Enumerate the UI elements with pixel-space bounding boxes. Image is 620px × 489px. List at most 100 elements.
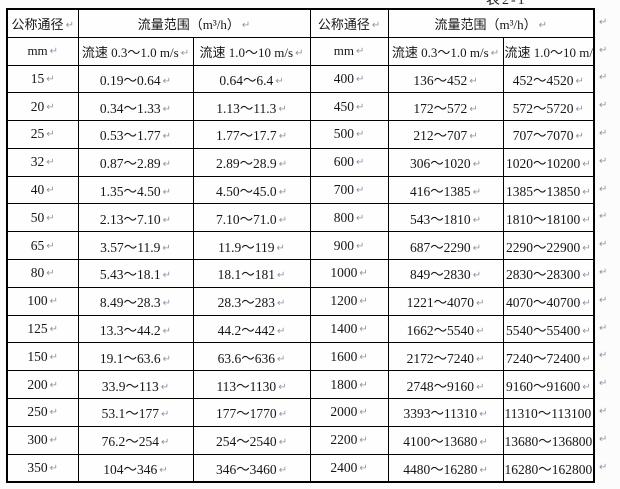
row-end-marks: ↵ ↵ ↵ ↵ ↵ ↵ ↵ ↵ ↵ ↵ ↵ ↵ ↵ ↵ ↵ ↵ ↵ [599, 8, 617, 481]
paragraph-mark-icon: ↵ [278, 464, 288, 476]
cell-value: 200 [27, 376, 48, 392]
paragraph-mark-icon: ↵ [479, 437, 488, 449]
paragraph-mark-icon: ↵ [371, 19, 381, 31]
table-cell: 306～1020 ↵ [387, 147, 504, 177]
paragraph-mark-icon: ↵ [476, 353, 485, 365]
cell-value: 254～2540 [215, 434, 277, 450]
cell-value: 4480～16280 [403, 461, 478, 477]
paragraph-mark-icon: ↵ [159, 464, 168, 476]
cell-value: 1662～5540 [406, 323, 475, 339]
paragraph-mark-icon: ↵ [277, 270, 286, 282]
cell-value: 104～346 [103, 461, 158, 477]
row-end-mark-icon: ↵ [599, 350, 608, 362]
cell-value: 63.6～636 [217, 350, 275, 366]
paragraph-mark-icon: ↵ [277, 353, 286, 365]
cell-value: 100 [27, 293, 48, 309]
table-cell: 4.50～45.0 ↵ [192, 175, 311, 205]
paragraph-mark-icon: ↵ [359, 268, 368, 280]
table-cell: 600 ↵ [309, 147, 389, 177]
paragraph-mark-icon: ↵ [472, 159, 482, 171]
row-end-mark-icon: ↵ [599, 16, 608, 28]
table-cell: 2830～28300 ↵ [502, 259, 595, 288]
table-cell: 5540～55400 ↵ [502, 314, 595, 344]
table-cell: 113～1130 ↵ [192, 370, 311, 400]
table-cell: 212～707 ↵ [387, 120, 504, 149]
cell-value: 9160～91600 [505, 378, 581, 394]
table-cell: 1385～13850 ↵ [502, 175, 595, 205]
table-cell: 2172～7240 ↵ [387, 342, 504, 372]
cell-value: 700 [333, 182, 354, 198]
header-row-2: mm ↵ 流速 0.3～1.0 m/s ↵ 流速 1.0～10 m/s ↵ mm ↵ 流… [6, 36, 595, 66]
paragraph-mark-icon: ↵ [593, 409, 594, 420]
table-cell: 28.3～283 ↵ [192, 286, 311, 316]
paragraph-mark-icon: ↵ [49, 296, 59, 308]
paragraph-mark-icon: ↵ [469, 131, 478, 143]
paragraph-mark-icon: ↵ [46, 268, 55, 280]
cell-value: 150 [27, 348, 48, 364]
row-end-mark-icon: ↵ [599, 183, 608, 195]
table-cell: 500 ↵ [309, 120, 389, 149]
cell-value: 65 [30, 237, 45, 253]
paragraph-mark-icon: ↵ [278, 131, 288, 143]
paragraph-mark-icon: ↵ [160, 437, 170, 449]
cell-value: 900 [333, 237, 354, 253]
paragraph-mark-icon: ↵ [359, 351, 368, 363]
table-cell: 4480～16280 ↵ [387, 453, 504, 483]
paragraph-mark-icon: ↵ [476, 326, 485, 338]
paragraph-mark-icon: ↵ [49, 46, 59, 57]
cell-value: 16280～162800 [504, 461, 593, 477]
paragraph-mark-icon: ↵ [162, 131, 172, 143]
table-row: 125 ↵ 13.3～44.2 ↵ 44.2～442 ↵ 1400 ↵ 1662～5540 ↵ 55… [6, 314, 595, 344]
table-row: 100 ↵ 8.49～28.3 ↵ 28.3～283 ↵ 1200 ↵ 1221～4070 ↵ 40… [6, 286, 595, 316]
cell-value: 450 [333, 98, 354, 114]
row-end-mark-icon: ↵ [599, 239, 608, 251]
paragraph-mark-icon: ↵ [359, 462, 368, 474]
cell-value: 543～1810 [409, 211, 471, 227]
paragraph-mark-icon: ↵ [49, 462, 59, 474]
table-row: 32 ↵ 0.87～2.89 ↵ 2.89～28.9 ↵ 600 ↵ 306～1020 ↵ 1020… [6, 147, 595, 177]
table-cell: 350 ↵ [6, 453, 79, 483]
paragraph-mark-icon: ↵ [46, 129, 55, 141]
cell-value: 125 [27, 321, 48, 337]
table-cell: 44.2～442 ↵ [192, 314, 311, 344]
cell-value: 50 [30, 209, 45, 225]
paragraph-mark-icon: ↵ [355, 73, 365, 85]
paragraph-mark-icon: ↵ [582, 381, 591, 393]
table-cell: 13.3～44.2 ↵ [77, 314, 194, 344]
cell-value: 177～1770 [215, 406, 277, 422]
row-end-mark-icon: ↵ [599, 294, 608, 306]
cell-value: 2200 [330, 432, 358, 448]
cell-value: 306～1020 [409, 156, 471, 172]
paragraph-mark-icon: ↵ [49, 407, 59, 419]
table-cell: 1810～18100 ↵ [502, 203, 595, 233]
table-caption-clipped: 表2-1 [486, 0, 570, 7]
cell-value: 2172～7240 [406, 350, 475, 366]
header-diameter-left: 公称通径 ↵ [6, 8, 79, 38]
paragraph-mark-icon: ↵ [49, 435, 59, 447]
table-cell: 300 ↵ [6, 425, 79, 455]
table-cell: 700 ↵ [309, 175, 389, 205]
table-cell: 416～1385 ↵ [387, 175, 504, 205]
paragraph-mark-icon: ↵ [162, 270, 172, 282]
header-speed-low-left: 流速 0.3～1.0 m/s ↵ [77, 36, 194, 66]
cell-value: 0.34～1.33 [99, 100, 161, 116]
cell-value: 452～4520 [512, 72, 574, 88]
cell-value: 0.19～0.64 [99, 72, 161, 88]
table-row: 350 ↵ 104～346 ↵ 346～3460 ↵ 2400 ↵ 4480～16280 ↵ 162… [6, 453, 595, 483]
cell-value: 1810～18100 [505, 211, 581, 227]
table-cell: 900 ↵ [309, 231, 389, 261]
cell-value: 687～2290 [409, 239, 471, 255]
paragraph-mark-icon: ↵ [355, 101, 365, 113]
header-speed-high-right: 流速 1.0～10 m/s↵ [502, 36, 595, 66]
cell-value: 300 [27, 432, 48, 448]
cell-value: 7240～72400 [505, 350, 581, 366]
cell-value: 5.43～18.1 [99, 267, 161, 283]
paragraph-mark-icon: ↵ [162, 298, 172, 310]
cell-value: 113～1130 [216, 378, 277, 394]
row-end-mark-icon: ↵ [599, 100, 608, 112]
paragraph-mark-icon: ↵ [46, 101, 55, 113]
table-cell: 1800 ↵ [309, 370, 389, 400]
table-row: 300 ↵ 76.2～254 ↵ 254～2540 ↵ 2200 ↵ 4100～13680 ↵ 13… [6, 425, 595, 455]
table-cell: 19.1～63.6 ↵ [77, 342, 194, 372]
cell-value: 172～572 [413, 100, 468, 116]
